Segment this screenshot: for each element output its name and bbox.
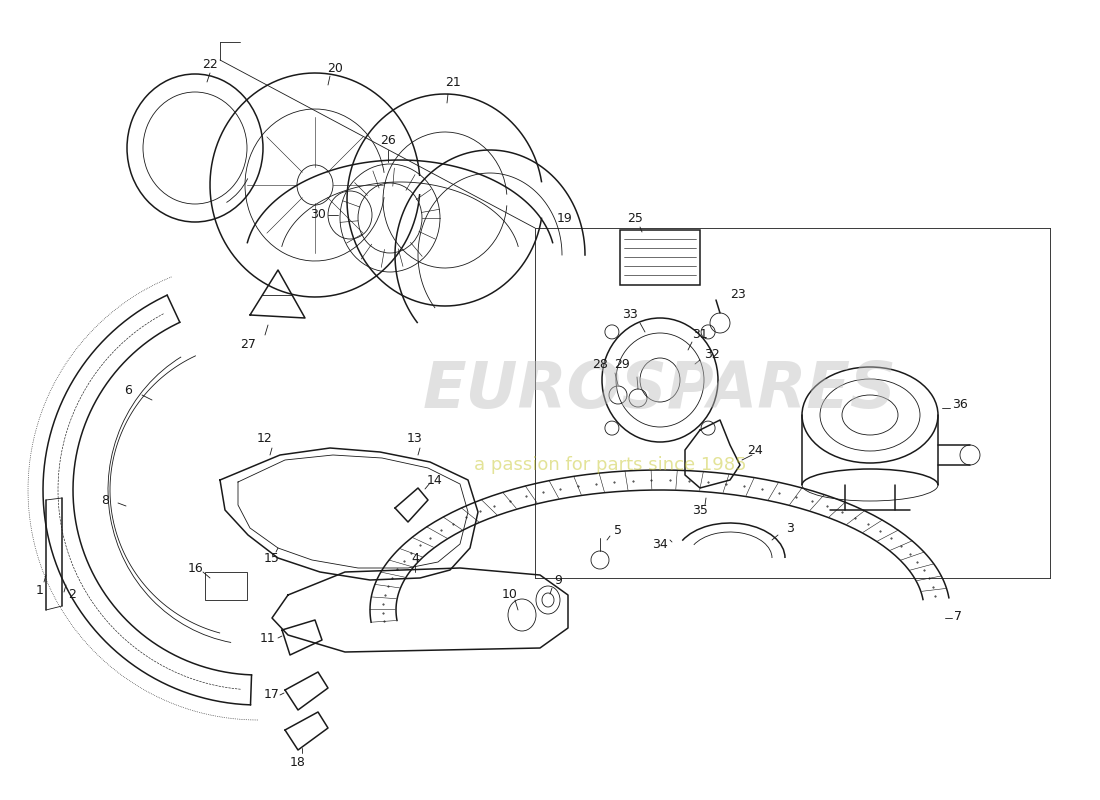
Text: 23: 23: [730, 289, 746, 302]
Text: 25: 25: [627, 211, 642, 225]
Text: a passion for parts since 1985: a passion for parts since 1985: [474, 456, 746, 474]
Text: 35: 35: [692, 503, 708, 517]
Text: 17: 17: [264, 689, 279, 702]
Text: 13: 13: [407, 431, 422, 445]
Text: 30: 30: [310, 209, 326, 222]
Text: 36: 36: [953, 398, 968, 411]
Text: 1: 1: [36, 583, 44, 597]
Text: 32: 32: [704, 349, 719, 362]
Text: 14: 14: [427, 474, 443, 486]
Text: 15: 15: [264, 551, 279, 565]
Text: 20: 20: [327, 62, 343, 74]
Text: 3: 3: [786, 522, 794, 534]
Text: 33: 33: [623, 309, 638, 322]
Text: 6: 6: [124, 383, 132, 397]
Text: 16: 16: [188, 562, 204, 574]
Text: 5: 5: [614, 523, 622, 537]
Text: 4: 4: [411, 551, 419, 565]
Text: 8: 8: [101, 494, 109, 506]
Text: 2: 2: [68, 589, 76, 602]
Text: 24: 24: [747, 443, 763, 457]
Bar: [620, 230, 700, 285]
Text: 21: 21: [446, 75, 461, 89]
Text: 31: 31: [692, 329, 708, 342]
Text: 19: 19: [557, 211, 573, 225]
Text: 29: 29: [614, 358, 630, 371]
Text: 26: 26: [381, 134, 396, 146]
Text: 12: 12: [257, 431, 273, 445]
Text: 34: 34: [652, 538, 668, 551]
Text: 27: 27: [240, 338, 256, 351]
Text: 7: 7: [954, 610, 962, 623]
Text: EUROSPARES: EUROSPARES: [424, 359, 896, 421]
Text: 10: 10: [502, 589, 518, 602]
Text: 9: 9: [554, 574, 562, 586]
Text: 11: 11: [260, 631, 276, 645]
Text: 18: 18: [290, 755, 306, 769]
Text: 22: 22: [202, 58, 218, 71]
Text: 28: 28: [592, 358, 608, 371]
Bar: [205, 572, 248, 600]
